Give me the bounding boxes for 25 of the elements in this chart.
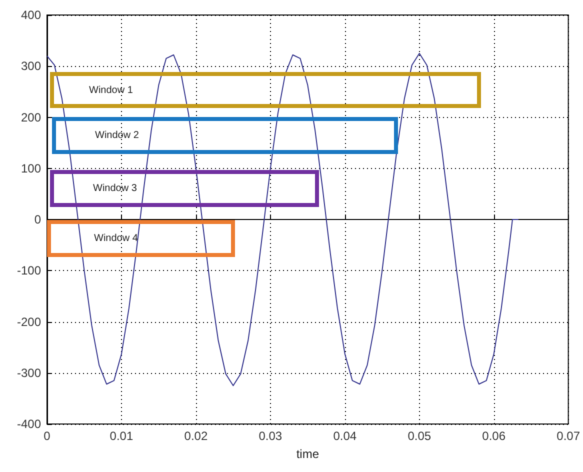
x-tick-label: 0.07	[556, 429, 580, 443]
y-tick-label: -100	[16, 264, 42, 278]
y-tick-label: -400	[16, 417, 42, 431]
annotation: Window 1	[88, 84, 134, 96]
annotation: Window 2	[94, 130, 140, 141]
y-tick-label: 300	[20, 59, 42, 74]
line-series	[46, 52, 519, 386]
y-tick-label: -300	[16, 366, 42, 380]
y-tick-label: 200	[20, 110, 42, 124]
y-tick-label: -200	[16, 314, 42, 329]
x-tick-label: 0	[44, 429, 51, 443]
y-tick-label: 400	[20, 8, 42, 22]
y-tick-label: 0	[34, 212, 42, 226]
y-tick-label: 100	[20, 161, 42, 176]
x-tick-label: 0.06	[482, 429, 506, 443]
rectangle-outline: Window 3	[50, 170, 319, 207]
x-tick-label: 0.04	[333, 429, 357, 443]
x-axis-title: time	[296, 447, 320, 461]
rectangle-outline: Window 2	[52, 117, 398, 154]
x-tick-label: 0.01	[110, 429, 134, 443]
x-tick-label: 0.05	[408, 429, 432, 443]
rectangle-outline: Window 1	[50, 72, 481, 108]
x-tick-label: 0.03	[258, 429, 282, 443]
x-tick-label: 0.02	[184, 429, 208, 443]
annotation: Window 3	[92, 183, 138, 194]
